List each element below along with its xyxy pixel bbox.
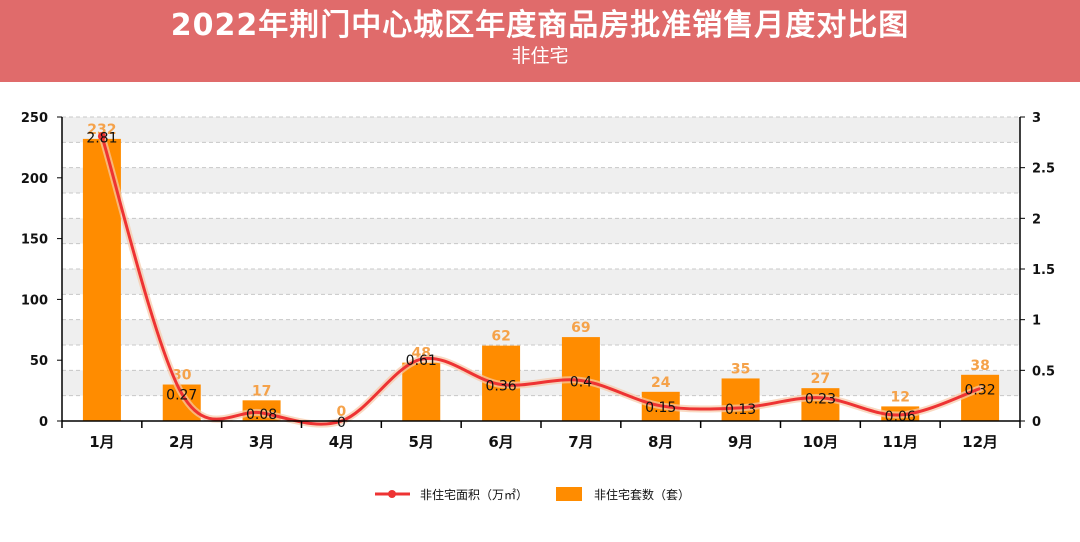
line-value-label: 0.08 xyxy=(246,407,277,423)
x-axis-tick-label: 1月 xyxy=(89,433,114,451)
bar xyxy=(721,378,760,421)
bar-value-label: 232 xyxy=(87,122,116,138)
right-axis-tick-label: 2 xyxy=(1032,212,1041,227)
bar-value-label: 27 xyxy=(811,371,830,387)
x-axis-tick-label: 4月 xyxy=(329,433,354,451)
grid-band xyxy=(62,319,1020,345)
right-axis-tick-label: 0.5 xyxy=(1032,364,1055,379)
x-axis-tick-label: 2月 xyxy=(169,433,194,451)
bar-value-label: 62 xyxy=(491,329,510,345)
x-axis-tick-label: 10月 xyxy=(802,433,838,451)
line-value-label: 2.81 xyxy=(86,130,117,146)
right-axis-tick-label: 1 xyxy=(1032,314,1041,329)
legend-bar-swatch xyxy=(556,487,582,501)
line-value-label: 0.13 xyxy=(725,402,756,418)
line-value-label: 0.23 xyxy=(805,392,836,408)
line-point xyxy=(97,132,106,141)
line-value-label: 0.27 xyxy=(166,388,197,404)
bar-value-label: 69 xyxy=(571,320,590,336)
right-axis-tick-label: 3 xyxy=(1032,111,1041,126)
bar-value-label: 35 xyxy=(731,361,750,377)
x-axis-tick-label: 9月 xyxy=(728,433,753,451)
grid-lines xyxy=(62,116,1020,397)
grid-bands xyxy=(62,117,1020,396)
chart-title: 2022年荆门中心城区年度商品房批准销售月度对比图 xyxy=(170,8,910,43)
legend: 非住宅面积（万㎡） 非住宅套数（套） xyxy=(375,487,690,502)
left-axis-tick-label: 100 xyxy=(21,293,48,308)
chart-header: 2022年荆门中心城区年度商品房批准销售月度对比图 非住宅 xyxy=(0,0,1080,82)
right-axis-tick-label: 1.5 xyxy=(1032,263,1055,278)
bar xyxy=(801,388,840,421)
line-value-label: 0.4 xyxy=(570,374,592,390)
bar-value-label: 24 xyxy=(651,375,671,391)
left-axis-tick-label: 150 xyxy=(21,233,48,248)
grid-band xyxy=(62,269,1020,295)
chart-subtitle: 非住宅 xyxy=(511,45,569,67)
x-axis-tick-label: 11月 xyxy=(882,433,918,451)
line-path xyxy=(100,135,981,426)
x-axis-tick-label: 7月 xyxy=(568,433,593,451)
axes: 0 50 100 150 200 250 0 0.5 1 1.5 2 2.5 3 1月 2月 3月 4月 5月 6月… xyxy=(21,111,1055,451)
line-value-label: 0 xyxy=(337,415,346,431)
right-axis-tick-label: 2.5 xyxy=(1032,162,1055,177)
left-axis-tick-label: 50 xyxy=(30,354,48,369)
legend-line-marker xyxy=(388,490,396,498)
x-axis-tick-label: 6月 xyxy=(488,433,513,451)
right-axis-tick-label: 0 xyxy=(1032,415,1041,430)
line-value-label: 0.61 xyxy=(406,353,437,369)
legend-bar-label: 非住宅套数（套） xyxy=(594,487,690,502)
line-series xyxy=(97,132,984,428)
legend-line-label: 非住宅面积（万㎡） xyxy=(420,487,528,502)
line-value-label: 0.15 xyxy=(645,400,676,416)
left-axis-tick-label: 250 xyxy=(21,111,48,126)
line-value-label: 0.32 xyxy=(964,383,995,399)
bar-value-label: 0 xyxy=(337,404,347,420)
bar xyxy=(961,374,1000,421)
line-value-label: 0.06 xyxy=(885,409,916,425)
x-axis-tick-label: 3月 xyxy=(249,433,274,451)
line-value-label: 0.36 xyxy=(485,379,516,395)
left-axis-tick-label: 0 xyxy=(39,415,48,430)
grid-band xyxy=(62,218,1020,244)
bar xyxy=(402,362,441,421)
grid-band xyxy=(62,117,1020,143)
grid-band xyxy=(62,167,1020,193)
x-axis-tick-label: 5月 xyxy=(409,433,434,451)
left-axis-tick-label: 200 xyxy=(21,172,48,187)
bar-value-label: 12 xyxy=(891,389,910,405)
x-axis-tick-label: 12月 xyxy=(962,433,998,451)
bar-value-label: 38 xyxy=(970,358,989,374)
bar-value-label: 17 xyxy=(252,383,271,399)
x-axis-tick-label: 8月 xyxy=(648,433,673,451)
line-value-labels: 2.81 0.27 0.08 0 0.61 0.36 0.4 0.15 0.13 0.23 0.06… xyxy=(86,130,995,431)
